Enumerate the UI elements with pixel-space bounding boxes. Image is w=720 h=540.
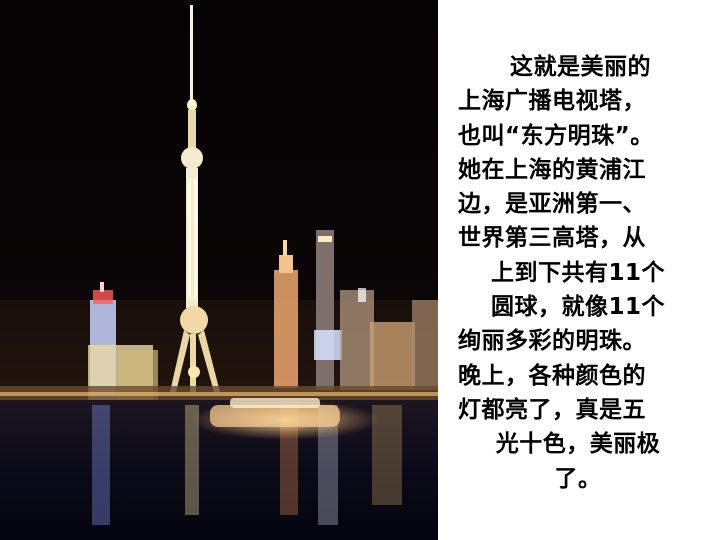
text-line-6: 世界第三高塔，从 bbox=[458, 225, 646, 252]
text-line-12: 光十色，美丽极 bbox=[495, 431, 661, 458]
description-text: 这就是美丽的 上海广播电视塔， 也叫“东方明珠”。 她在上海的黄浦江 边，是亚洲… bbox=[458, 50, 698, 496]
text-line-13: 了。 bbox=[554, 465, 602, 492]
boat-light-trail bbox=[190, 398, 380, 440]
skyline-illustration bbox=[0, 5, 438, 540]
text-line-5: 边，是亚洲第一、 bbox=[458, 191, 646, 218]
text-line-11: 灯都亮了，真是五 bbox=[458, 396, 646, 423]
text-line-7: 上到下共有11个 bbox=[490, 259, 665, 286]
text-line-2: 上海广播电视塔， bbox=[458, 88, 646, 115]
text-line-8: 圆球，就像11个 bbox=[490, 294, 665, 321]
tower-silhouette bbox=[170, 5, 220, 392]
text-line-1: 这就是美丽的 bbox=[510, 54, 651, 80]
text-line-3: 也叫“东方明珠”。 bbox=[458, 122, 654, 149]
text-line-9: 绚丽多彩的明珠。 bbox=[458, 328, 646, 355]
night-skyline-photo bbox=[0, 0, 438, 540]
text-line-4: 她在上海的黄浦江 bbox=[458, 156, 646, 183]
text-line-10: 晚上，各种颜色的 bbox=[458, 362, 646, 389]
